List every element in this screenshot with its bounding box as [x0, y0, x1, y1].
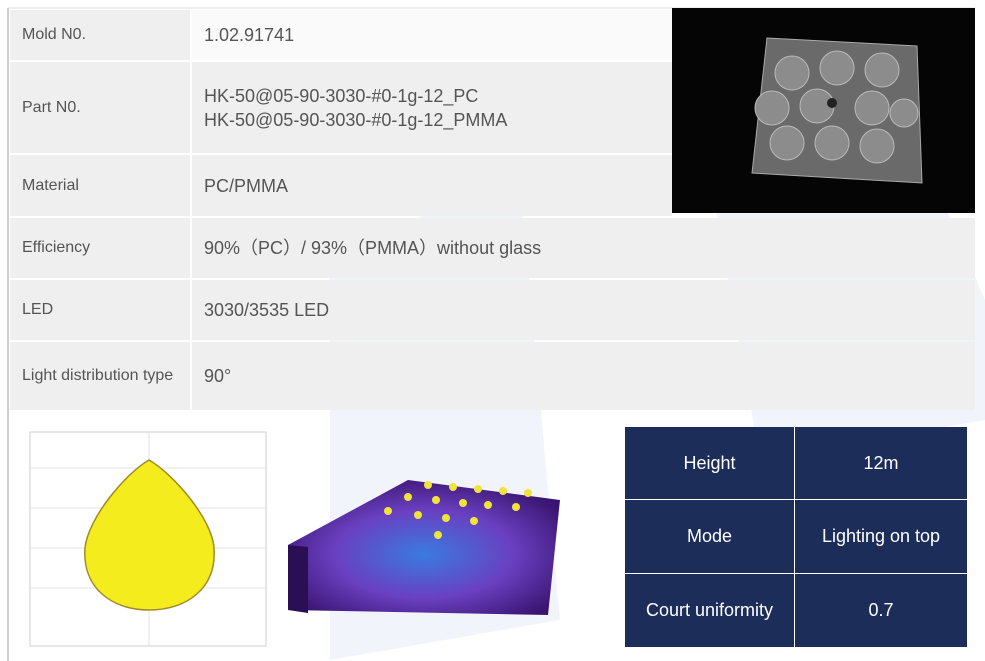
value-line: HK-50@05-90-3030-#0-1g-12_PMMA	[204, 109, 508, 130]
value-line: 90°	[204, 366, 232, 386]
perf-value: 12m	[795, 427, 967, 501]
row-label: Material	[10, 155, 190, 216]
row-label: Part N0.	[10, 62, 190, 153]
row-value: 3030/3535 LED	[192, 280, 975, 340]
perf-label: Court uniformity	[625, 573, 795, 647]
performance-table: Height 12m Mode Lighting on top Court unifor…	[625, 427, 967, 647]
row-value: 90%（PC）/ 93%（PMMA）without glass	[192, 218, 975, 278]
value-line: 90%（PC）/ 93%（PMMA）without glass	[204, 238, 542, 258]
perf-label: Height	[625, 427, 795, 501]
value-line: 1.02.91741	[204, 25, 295, 45]
value-line: PC/PMMA	[204, 175, 289, 196]
product-photo	[672, 8, 975, 213]
row-value: 90°	[192, 342, 975, 410]
row-value: HK-50@05-90-3030-#0-1g-12_PC HK-50@05-90-…	[192, 62, 672, 153]
row-label: LED	[10, 280, 190, 340]
row-value: PC/PMMA	[192, 155, 672, 216]
polar-diagram	[29, 431, 267, 647]
perf-label: Mode	[625, 500, 795, 574]
row-label: Light distribution type	[10, 342, 190, 410]
perf-value: 0.7	[868, 599, 894, 620]
row-value: 1.02.91741	[192, 10, 672, 60]
value-line: HK-50@05-90-3030-#0-1g-12_PC	[204, 85, 479, 106]
row-label: Mold N0.	[10, 10, 190, 60]
value-line: 3030/3535 LED	[204, 300, 330, 320]
perf-value: Lighting on top	[795, 500, 967, 574]
illuminance-render	[288, 480, 560, 615]
row-label: Efficiency	[10, 218, 190, 278]
